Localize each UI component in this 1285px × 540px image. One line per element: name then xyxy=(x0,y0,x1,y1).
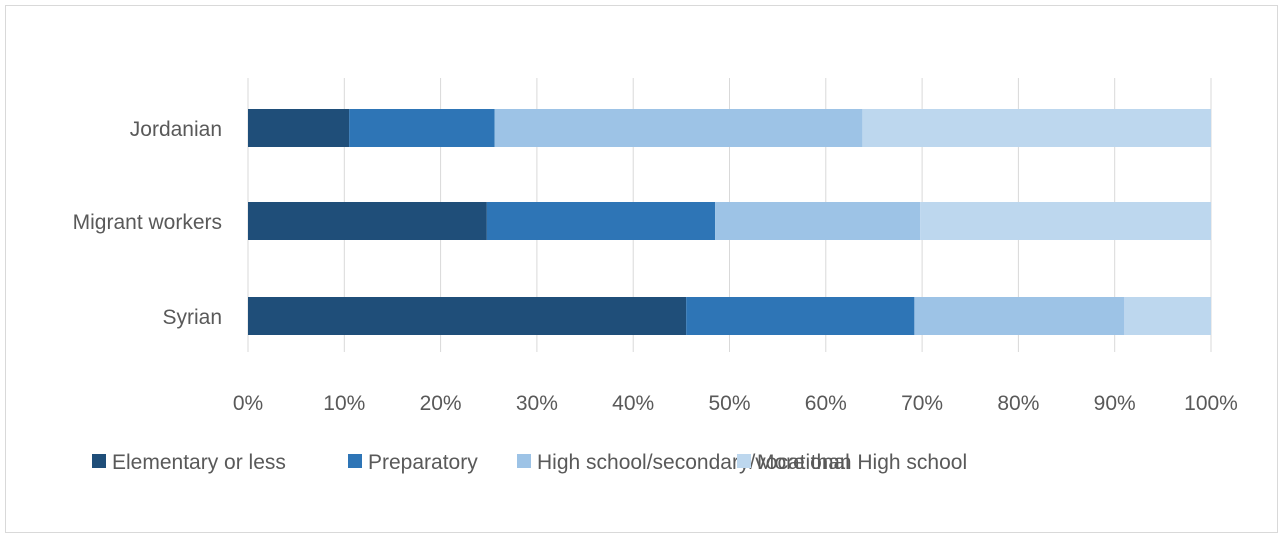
x-tick-label: 70% xyxy=(901,392,943,415)
category-label: Syrian xyxy=(162,306,222,329)
x-tick-label: 50% xyxy=(708,392,750,415)
x-tick-label: 30% xyxy=(516,392,558,415)
category-labels: Jordanian Migrant workers Syrian xyxy=(73,118,222,329)
bar-segment xyxy=(715,202,921,240)
legend-label: Preparatory xyxy=(368,451,478,474)
chart-frame xyxy=(5,5,1278,533)
x-tick-label: 0% xyxy=(233,392,263,415)
x-tick-label: 60% xyxy=(805,392,847,415)
bar-segment xyxy=(486,202,716,240)
legend-swatch xyxy=(92,454,106,468)
x-tick-labels: 0% 10% 20% 30% 40% 50% 60% 70% 80% 90% 100% xyxy=(233,392,1238,415)
bar-segment xyxy=(914,297,1125,335)
legend-swatch xyxy=(737,454,751,468)
legend-swatch xyxy=(517,454,531,468)
bar-segment xyxy=(248,297,687,335)
bar-segment xyxy=(248,109,350,147)
x-tick-label: 90% xyxy=(1094,392,1136,415)
x-tick-label: 40% xyxy=(612,392,654,415)
legend-label: Elementary or less xyxy=(112,451,286,474)
category-label: Jordanian xyxy=(130,118,222,141)
bar-segment xyxy=(1124,297,1211,335)
category-label: Migrant workers xyxy=(73,211,222,234)
bars xyxy=(248,109,1211,335)
x-tick-label: 20% xyxy=(420,392,462,415)
x-tick-label: 80% xyxy=(997,392,1039,415)
x-tick-label: 100% xyxy=(1184,392,1238,415)
bar-segment xyxy=(349,109,495,147)
legend-label: High school/secondary/vocational xyxy=(537,451,850,474)
bar-segment xyxy=(248,202,487,240)
legend: Elementary or less Preparatory High school… xyxy=(92,451,967,474)
x-tick-label: 10% xyxy=(323,392,365,415)
legend-swatch xyxy=(348,454,362,468)
bar-segment xyxy=(494,109,863,147)
legend-label: More than High school xyxy=(757,451,967,474)
bar-segment xyxy=(862,109,1211,147)
bar-segment xyxy=(920,202,1211,240)
bar-segment xyxy=(686,297,915,335)
